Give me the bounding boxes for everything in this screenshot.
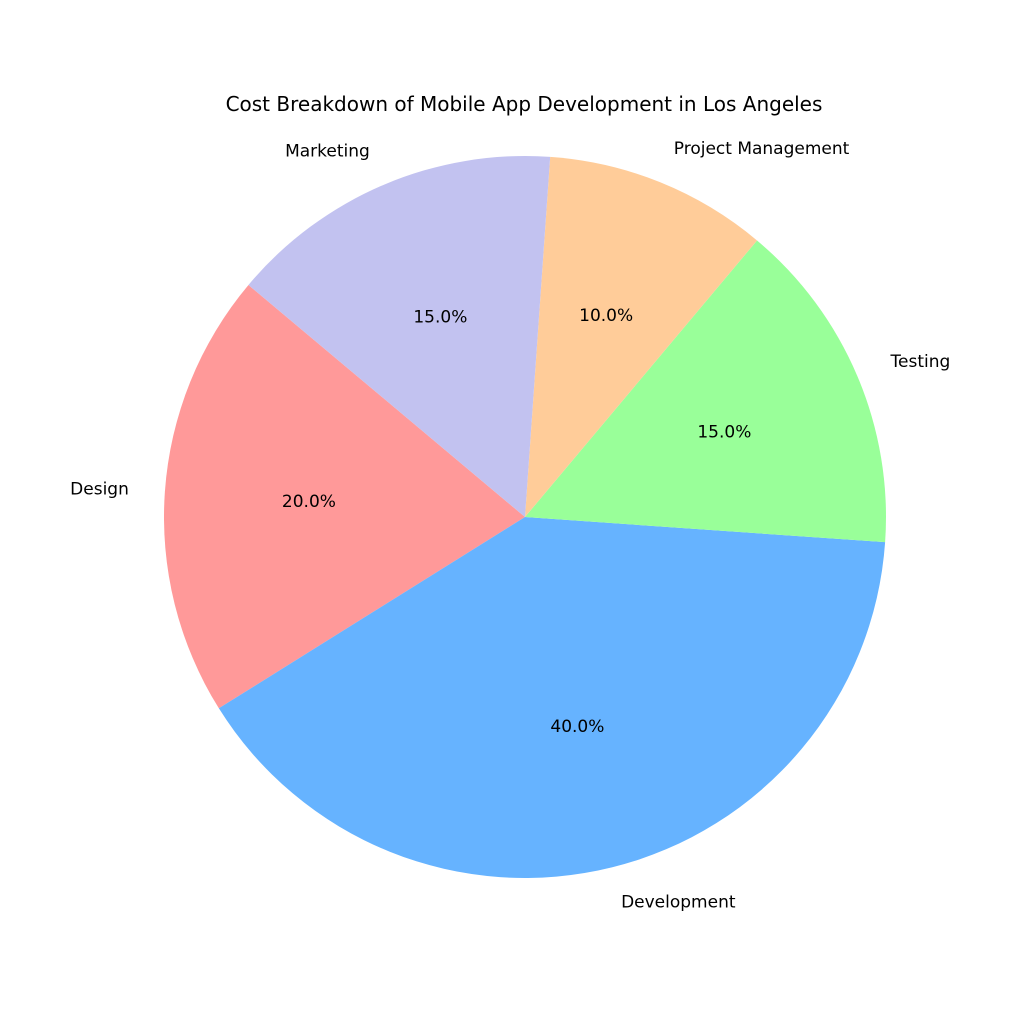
- pie-slice-testing: [525, 240, 886, 543]
- pie-slice-development: [218, 517, 886, 879]
- slice-label-testing: Testing: [890, 352, 951, 372]
- pie-slices: [163, 156, 886, 879]
- pie-labels: Design 20.0% Development 40.0% Testing 15.0% P…: [70, 139, 950, 912]
- percent-label-project-management: 10.0%: [579, 306, 633, 326]
- slice-label-project-management: Project Management: [674, 139, 850, 159]
- slice-label-development: Development: [621, 892, 736, 912]
- percent-label-testing: 15.0%: [697, 422, 751, 442]
- pie-slice-design: [163, 284, 525, 709]
- percent-label-development: 40.0%: [550, 717, 604, 737]
- pie-slice-project-management: [525, 156, 758, 517]
- pie-slice-marketing: [248, 156, 551, 517]
- percent-label-design: 20.0%: [282, 492, 336, 512]
- percent-label-marketing: 15.0%: [413, 308, 467, 328]
- chart-title: Cost Breakdown of Mobile App Development…: [226, 92, 823, 116]
- slice-label-marketing: Marketing: [285, 141, 370, 161]
- slice-label-design: Design: [70, 479, 129, 499]
